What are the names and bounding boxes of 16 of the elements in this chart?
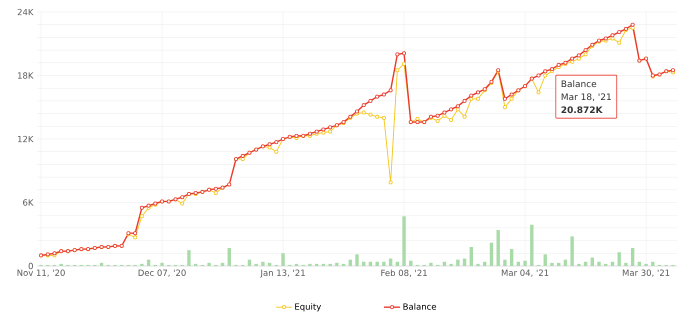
- y-tick-label: 18K: [18, 72, 34, 79]
- annotation: Mar 18, '21: [562, 93, 611, 102]
- x-tick-label: Jan 13, '21: [260, 270, 305, 278]
- legend-label: Equity: [295, 303, 322, 312]
- x-tick-label: Nov 11, '20: [18, 270, 65, 277]
- x-tick-label: Mar 04, '21: [502, 270, 548, 277]
- annotation: 20.872K: [562, 106, 603, 114]
- y-tick-label: 6K: [23, 199, 34, 206]
- annotation: Balance: [562, 80, 596, 88]
- y-tick-label: 24K: [18, 8, 34, 16]
- y-tick-label: 12K: [18, 136, 34, 142]
- x-tick-label: Dec 07, '20: [138, 270, 186, 277]
- legend-label: Balance: [403, 303, 436, 310]
- x-tick-label: Feb 08, '21: [381, 270, 427, 277]
- x-tick-label: Mar 30, '21: [622, 270, 670, 277]
- y-tick-label: 0: [28, 262, 33, 270]
